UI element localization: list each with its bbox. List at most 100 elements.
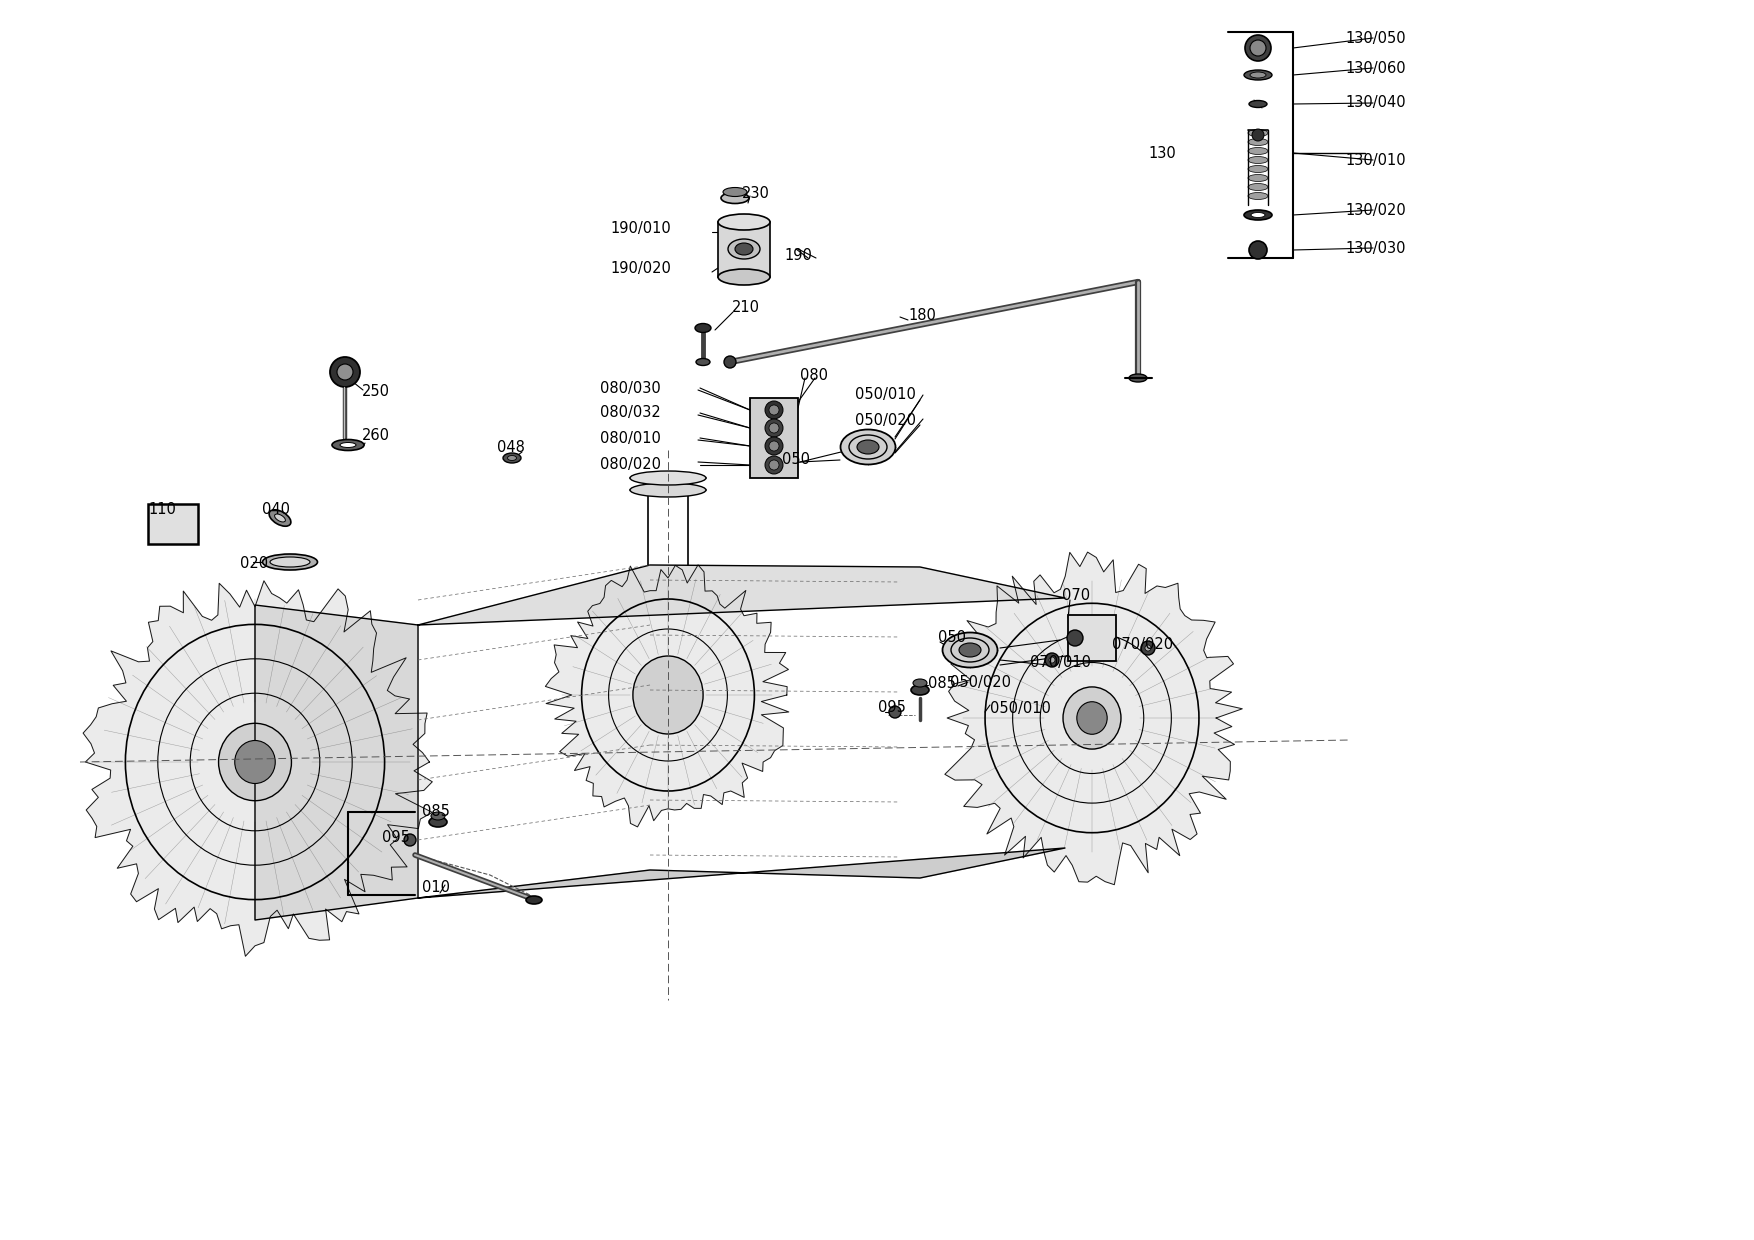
Text: 050/010: 050/010 [989,701,1051,715]
Ellipse shape [340,443,356,448]
Ellipse shape [735,243,752,255]
Ellipse shape [270,557,310,567]
Ellipse shape [724,356,737,368]
Ellipse shape [1249,156,1268,164]
Circle shape [765,419,782,436]
Ellipse shape [959,644,980,657]
Text: 250: 250 [361,384,389,399]
Circle shape [1142,641,1154,655]
Circle shape [337,365,353,379]
Ellipse shape [263,554,317,570]
Circle shape [768,405,779,415]
Circle shape [1049,657,1054,663]
Polygon shape [417,565,1065,625]
Text: 080/032: 080/032 [600,405,661,420]
Text: 050: 050 [782,453,810,467]
Ellipse shape [1244,69,1272,81]
Circle shape [403,835,416,846]
Polygon shape [82,580,431,956]
Text: 080: 080 [800,368,828,383]
Ellipse shape [717,269,770,285]
Text: 130/030: 130/030 [1345,241,1405,255]
Ellipse shape [696,358,710,366]
Ellipse shape [1249,100,1266,108]
Text: 080/020: 080/020 [600,458,661,472]
Circle shape [768,423,779,433]
Ellipse shape [1249,129,1268,136]
Text: 130/040: 130/040 [1345,95,1405,110]
Text: 180: 180 [909,308,937,322]
Ellipse shape [1251,72,1266,78]
Ellipse shape [275,515,286,522]
Text: 020: 020 [240,556,268,570]
Ellipse shape [431,812,446,820]
Text: 095: 095 [382,831,410,846]
Ellipse shape [858,440,879,454]
Ellipse shape [723,187,747,196]
Circle shape [330,357,360,387]
Text: 210: 210 [731,300,759,315]
Circle shape [1145,645,1151,651]
Text: 080/010: 080/010 [600,430,661,445]
Ellipse shape [633,656,703,734]
Circle shape [765,436,782,455]
Ellipse shape [219,723,291,801]
Text: 070/010: 070/010 [1030,655,1091,670]
Circle shape [1066,630,1082,646]
Ellipse shape [1130,374,1147,382]
Ellipse shape [717,215,770,229]
Ellipse shape [526,897,542,904]
Text: 085: 085 [928,676,956,691]
Ellipse shape [1077,702,1107,734]
Ellipse shape [914,680,928,687]
Bar [717,222,770,277]
Ellipse shape [630,484,707,497]
Ellipse shape [1251,212,1265,217]
Ellipse shape [1249,192,1268,200]
Text: 190: 190 [784,248,812,263]
Text: 050: 050 [938,630,966,646]
Ellipse shape [942,632,998,667]
Ellipse shape [1249,148,1268,155]
Text: 080/030: 080/030 [600,381,661,396]
Text: 110: 110 [147,502,175,517]
Text: 130/010: 130/010 [1345,153,1405,167]
Circle shape [1045,653,1059,667]
Text: 190/010: 190/010 [610,221,670,236]
Circle shape [1245,35,1272,61]
Polygon shape [254,605,417,920]
Ellipse shape [840,429,896,465]
Text: 050/020: 050/020 [951,676,1010,691]
Bar [751,398,798,477]
Text: 070/020: 070/020 [1112,637,1173,652]
Text: 095: 095 [879,701,905,715]
Ellipse shape [721,192,749,203]
Text: 050/020: 050/020 [854,413,916,428]
Ellipse shape [1063,687,1121,749]
Circle shape [768,460,779,470]
Ellipse shape [1244,210,1272,219]
Bar [147,503,198,544]
Text: 230: 230 [742,186,770,201]
Text: 048: 048 [496,439,524,455]
Ellipse shape [1249,175,1268,181]
Ellipse shape [1249,184,1268,191]
Polygon shape [945,552,1242,884]
Text: 130/050: 130/050 [1345,31,1405,46]
Text: 130: 130 [1149,145,1175,160]
Ellipse shape [430,817,447,827]
Ellipse shape [910,684,930,694]
Ellipse shape [630,471,707,485]
Text: 070: 070 [1061,588,1091,603]
Text: 130/060: 130/060 [1345,61,1405,76]
Circle shape [889,706,902,718]
Ellipse shape [507,455,516,460]
Ellipse shape [235,740,275,784]
Circle shape [1251,40,1266,56]
Circle shape [1252,129,1265,141]
Ellipse shape [695,324,710,332]
Polygon shape [417,848,1065,898]
Ellipse shape [1249,139,1268,145]
Circle shape [765,456,782,474]
Circle shape [768,441,779,451]
